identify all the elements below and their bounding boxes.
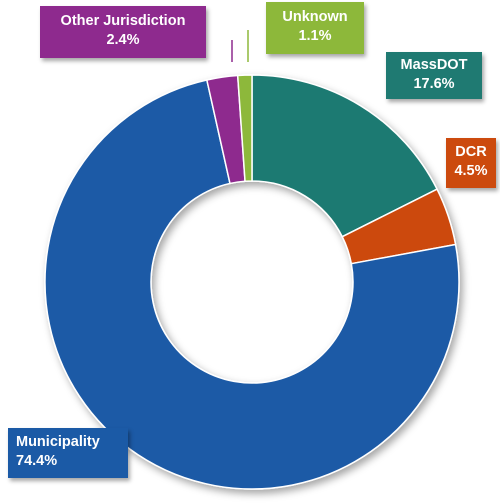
slice-label-other-jurisdiction: Other Jurisdiction 2.4% xyxy=(40,6,206,58)
slice-municipality xyxy=(44,79,460,490)
slice-label-unknown: Unknown 1.1% xyxy=(266,2,364,54)
slice-category: MassDOT xyxy=(400,57,468,73)
slice-unknown xyxy=(236,74,253,183)
slice-value: 2.4% xyxy=(106,32,140,48)
slice-category: DCR xyxy=(455,144,487,160)
slice-label-massdot: MassDOT 17.6% xyxy=(386,52,482,99)
slice-category: Municipality xyxy=(16,434,100,450)
slice-label-municipality: Municipality 74.4% xyxy=(8,428,128,478)
slice-category: Other Jurisdiction xyxy=(60,13,186,29)
slice-value: 4.5% xyxy=(454,163,488,179)
slice-value: 74.4% xyxy=(16,453,58,469)
slice-label-dcr: DCR 4.5% xyxy=(446,138,496,188)
slice-massdot xyxy=(251,74,439,238)
slice-category: Unknown xyxy=(282,9,348,25)
slice-value: 1.1% xyxy=(298,28,332,44)
slice-value: 17.6% xyxy=(413,76,455,92)
